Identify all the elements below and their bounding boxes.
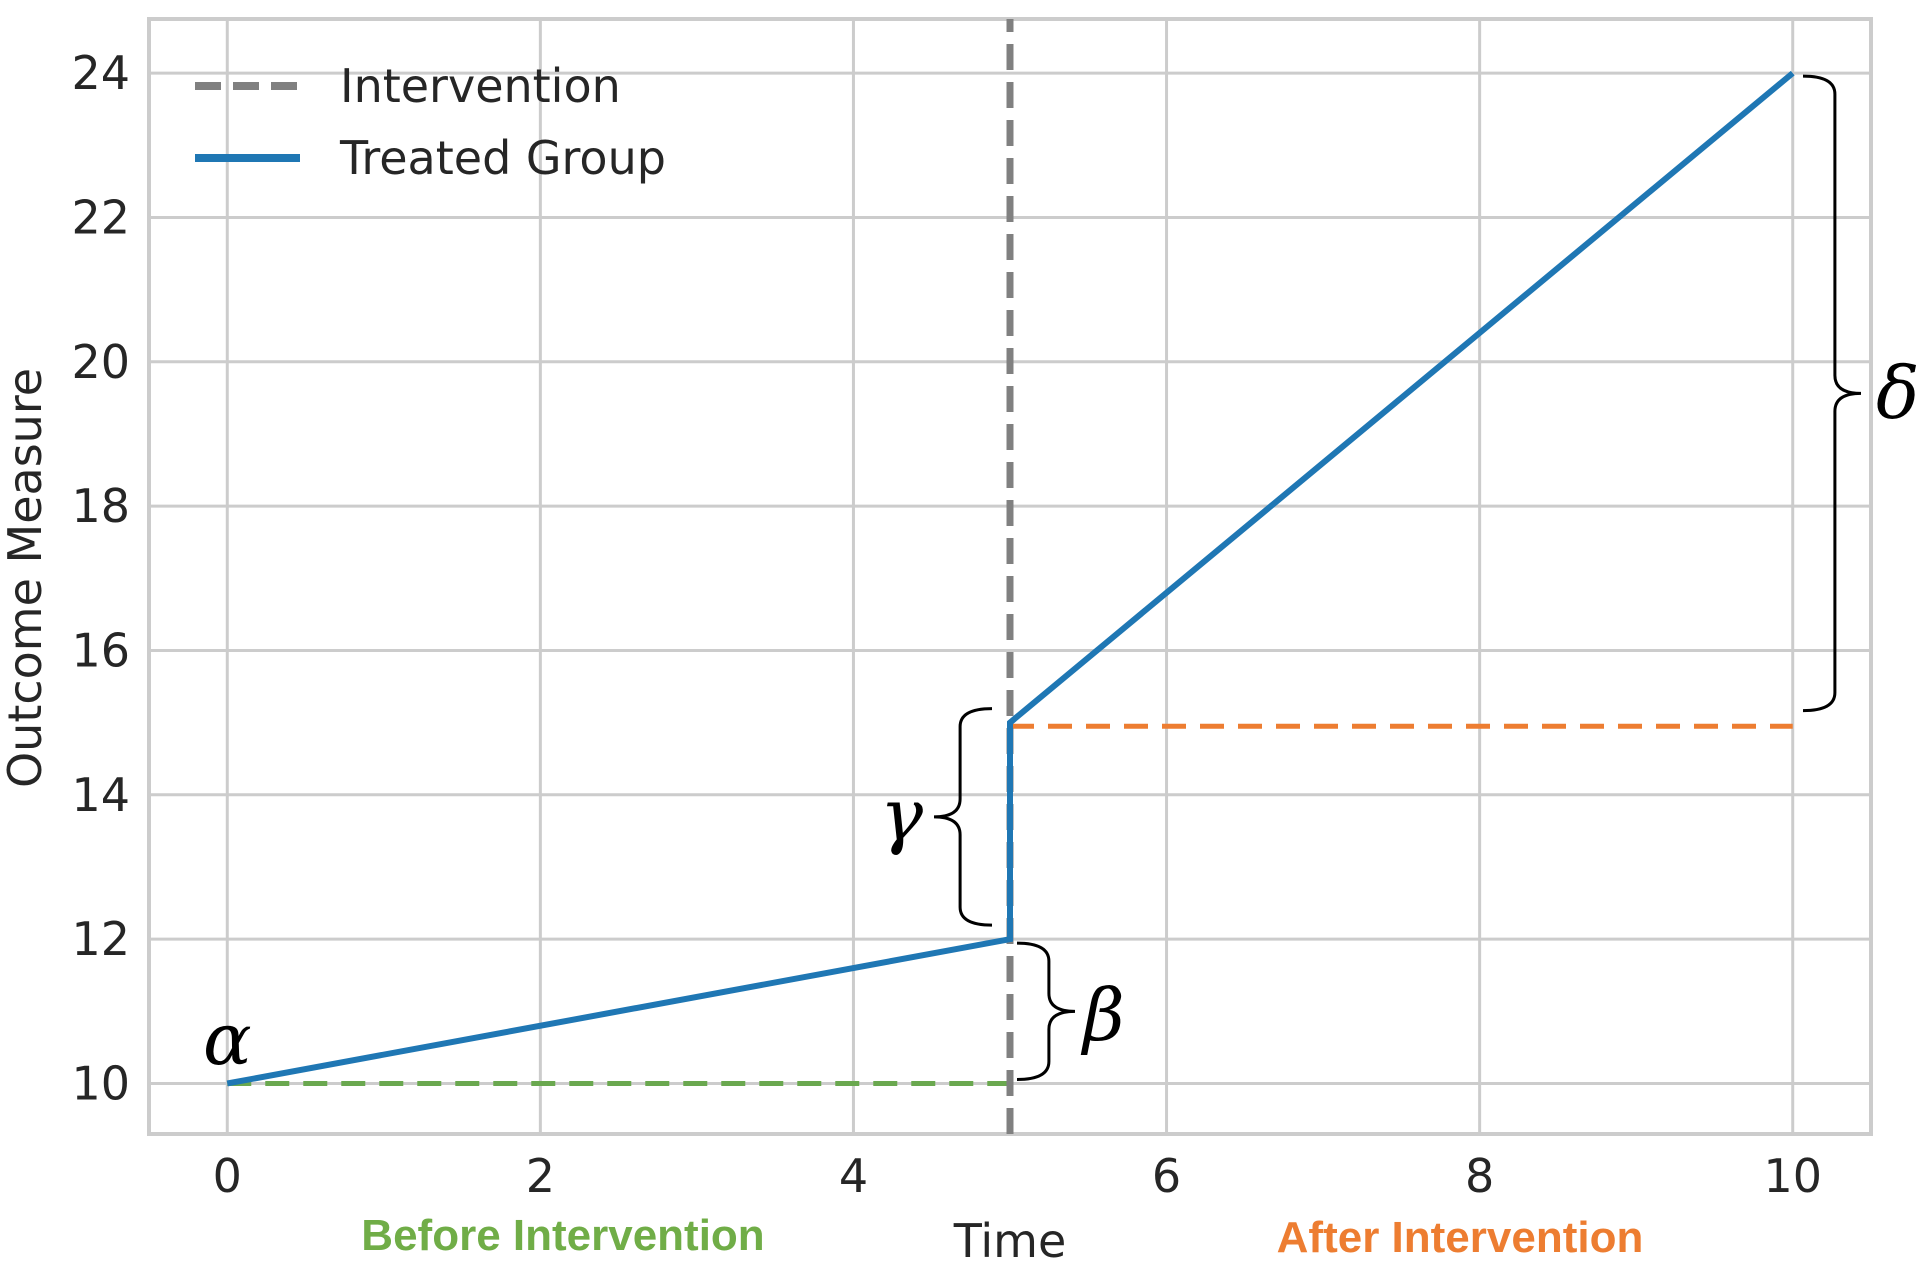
x-tick-label: 6 xyxy=(1152,1149,1181,1203)
y-tick-label: 24 xyxy=(71,46,130,100)
y-tick-labels: 10 12 14 16 18 20 22 24 xyxy=(71,46,130,1110)
before-intervention-label: Before Intervention xyxy=(361,1211,764,1260)
after-intervention-label: After Intervention xyxy=(1277,1213,1644,1262)
y-tick-label: 10 xyxy=(71,1056,130,1110)
x-tick-label: 0 xyxy=(213,1149,242,1203)
x-tick-label: 2 xyxy=(526,1149,555,1203)
x-tick-label: 8 xyxy=(1465,1149,1494,1203)
alpha-label: α xyxy=(203,997,252,1081)
braces xyxy=(933,74,1862,1081)
y-tick-label: 12 xyxy=(71,912,130,966)
y-tick-label: 18 xyxy=(71,479,130,533)
series-group xyxy=(226,19,1795,1134)
x-tick-label: 10 xyxy=(1763,1149,1822,1203)
y-tick-label: 22 xyxy=(71,190,130,244)
delta-label: δ xyxy=(1876,351,1919,435)
beta-brace xyxy=(1016,941,1076,1081)
y-tick-label: 20 xyxy=(71,335,130,389)
gamma-brace xyxy=(933,707,993,927)
legend-intervention-label: Intervention xyxy=(340,59,621,113)
gamma-label: γ xyxy=(880,773,924,857)
reference-lines xyxy=(227,723,1793,1086)
x-tick-labels: 0 2 4 6 8 10 xyxy=(213,1149,1822,1203)
y-axis-label: Outcome Measure xyxy=(0,368,52,788)
y-tick-label: 16 xyxy=(71,623,130,677)
beta-label: β xyxy=(1080,973,1125,1057)
treated-group-line xyxy=(226,70,1795,1087)
y-tick-label: 14 xyxy=(71,768,130,822)
x-axis-label: Time xyxy=(953,1214,1067,1268)
legend: Intervention Treated Group xyxy=(195,59,666,185)
delta-brace xyxy=(1802,74,1862,713)
legend-treated-label: Treated Group xyxy=(339,131,666,185)
x-tick-label: 4 xyxy=(839,1149,868,1203)
